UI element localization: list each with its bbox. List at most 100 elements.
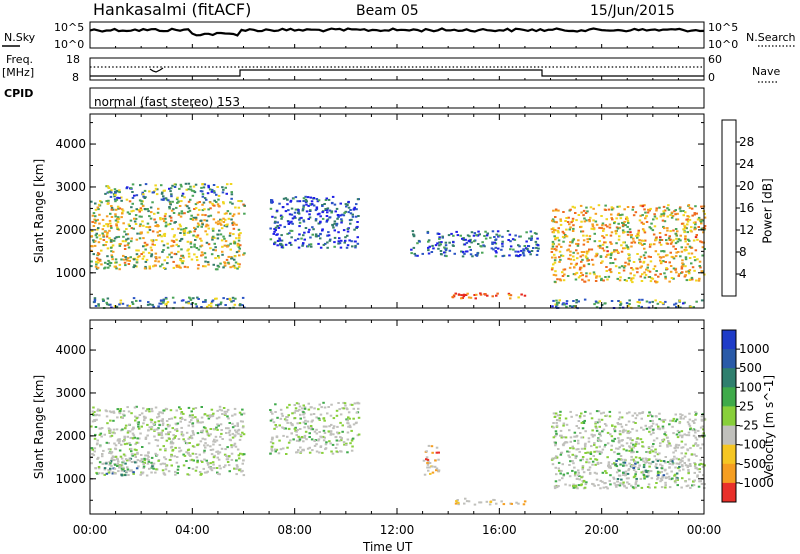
echo-cell	[338, 439, 341, 442]
echo-cell	[220, 432, 223, 435]
echo-cell	[485, 234, 489, 237]
echo-cell	[92, 212, 96, 215]
echo-cell	[165, 198, 169, 201]
echo-cell	[437, 458, 440, 461]
echo-cell	[651, 460, 655, 463]
echo-cell	[142, 195, 145, 198]
echo-cell	[101, 232, 104, 235]
echo-cell	[686, 448, 689, 451]
echo-cell	[175, 264, 178, 267]
echo-cell	[142, 407, 145, 410]
echo-cell	[122, 466, 125, 469]
echo-cell	[108, 237, 111, 240]
echo-cell	[130, 237, 133, 240]
echo-cell	[301, 244, 304, 247]
echo-cell	[147, 226, 151, 229]
echo-cell	[585, 461, 588, 464]
echo-cell	[306, 196, 310, 199]
echo-cell	[100, 263, 103, 266]
echo-cell	[450, 232, 453, 235]
echo-cell	[238, 236, 241, 239]
echo-cell	[616, 205, 619, 208]
echo-cell	[110, 250, 113, 253]
echo-cell	[646, 211, 650, 214]
echo-cell	[200, 473, 203, 476]
echo-cell	[699, 447, 702, 450]
echo-cell	[604, 276, 607, 278]
echo-cell	[600, 215, 603, 217]
echo-cell	[235, 467, 238, 470]
echo-cell	[216, 423, 219, 426]
echo-cell	[321, 435, 325, 438]
echo-cell	[284, 210, 288, 213]
echo-cell	[308, 432, 311, 435]
echo-cell	[332, 433, 335, 436]
echo-cell	[684, 246, 688, 249]
echo-cell	[632, 467, 636, 469]
echo-cell	[523, 245, 526, 247]
echo-cell	[191, 416, 194, 419]
echo-cell	[163, 235, 166, 237]
echo-cell	[193, 243, 196, 246]
echo-cell	[92, 454, 96, 457]
echo-cell	[576, 252, 580, 255]
echo-cell	[204, 446, 207, 449]
echo-cell	[332, 226, 335, 229]
echo-cell	[614, 265, 618, 268]
echo-cell	[568, 464, 571, 466]
echo-cell	[134, 217, 138, 220]
echo-cell	[577, 427, 580, 430]
echo-cell	[231, 426, 235, 429]
echo-cell	[660, 250, 663, 253]
echo-cell	[461, 237, 464, 240]
echo-cell	[295, 430, 298, 433]
echo-cell	[617, 437, 620, 440]
echo-cell	[672, 458, 675, 461]
echo-cell	[241, 296, 245, 299]
echo-cell	[511, 238, 515, 241]
echo-cell	[166, 242, 169, 245]
echo-cell	[142, 245, 145, 248]
echo-cell	[556, 229, 560, 232]
echo-cell	[577, 214, 581, 216]
echo-cell	[651, 445, 654, 448]
echo-cell	[97, 467, 101, 470]
echo-cell	[311, 449, 314, 452]
echo-cell	[615, 471, 619, 474]
echo-cell	[302, 234, 305, 237]
echo-cell	[694, 411, 697, 414]
echo-cell	[305, 210, 309, 213]
echo-cell	[321, 451, 324, 454]
echo-cell	[443, 246, 446, 249]
echo-cell	[596, 421, 599, 424]
echo-cell	[699, 426, 703, 429]
echo-cell	[479, 293, 483, 296]
echo-cell	[97, 466, 101, 468]
echo-cell	[162, 445, 165, 448]
echo-cell	[626, 233, 630, 236]
echo-cell	[304, 422, 307, 425]
echo-cell	[241, 469, 244, 472]
echo-cell	[603, 423, 607, 425]
echo-cell	[340, 218, 343, 221]
echo-cell	[621, 483, 625, 486]
echo-cell	[120, 199, 123, 202]
echo-cell	[197, 248, 201, 251]
echo-cell	[601, 480, 604, 483]
echo-cell	[598, 452, 602, 455]
echo-cell	[349, 209, 352, 211]
echo-cell	[608, 223, 612, 226]
echo-cell	[327, 198, 331, 201]
echo-cell	[162, 197, 166, 200]
time-tick-label: 12:00	[380, 523, 415, 537]
echo-cell	[158, 256, 161, 259]
echo-cell	[191, 430, 194, 433]
echo-cell	[142, 463, 145, 466]
echo-cell	[619, 455, 623, 457]
echo-cell	[221, 253, 224, 256]
echo-cell	[680, 452, 683, 455]
echo-cell	[309, 425, 313, 427]
echo-cell	[687, 238, 690, 241]
echo-cell	[676, 484, 679, 487]
echo-cell	[491, 241, 494, 244]
